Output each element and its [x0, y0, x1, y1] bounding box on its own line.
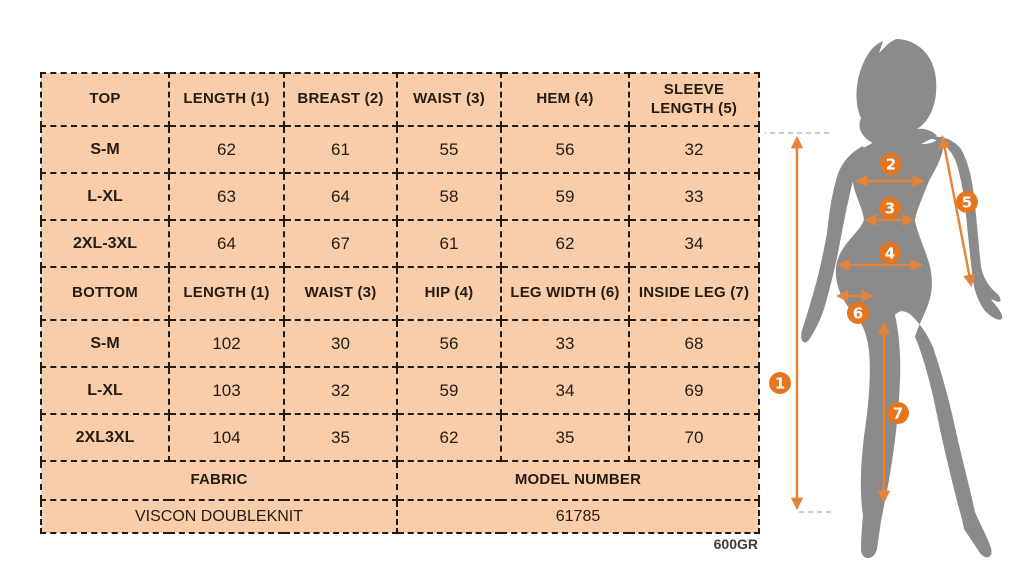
top-header-row: TOP LENGTH (1) BREAST (2) WAIST (3) HEM … — [40, 72, 760, 127]
svg-text:1: 1 — [775, 374, 785, 392]
col-header-top-waist: WAIST (3) — [396, 72, 502, 127]
bottom-row-lxl: L-XL 103 32 59 34 69 — [40, 366, 760, 415]
bottom-row-sm: S-M 102 30 56 33 68 — [40, 319, 760, 368]
badge-6: 6 — [847, 302, 869, 324]
col-header-bottom-inside-leg: INSIDE LEG (7) — [628, 266, 760, 321]
guide-dashes — [765, 132, 835, 513]
cell-value: 62 — [396, 413, 502, 462]
cell-value: 69 — [628, 366, 760, 415]
cell-value: 102 — [168, 319, 285, 368]
svg-text:2: 2 — [886, 155, 896, 173]
cell-value: 30 — [283, 319, 398, 368]
badge-5: 5 — [956, 191, 978, 213]
col-header-top-hem: HEM (4) — [500, 72, 630, 127]
size-label: L-XL — [40, 366, 170, 415]
col-header-top-breast: BREAST (2) — [283, 72, 398, 127]
cell-value: 61 — [396, 219, 502, 268]
cell-value: 62 — [168, 125, 285, 174]
fabric-value: VISCON DOUBLEKNIT — [40, 499, 398, 534]
cell-value: 32 — [628, 125, 760, 174]
size-label: 2XL-3XL — [40, 219, 170, 268]
cell-value: 35 — [283, 413, 398, 462]
cell-value: 64 — [168, 219, 285, 268]
cell-value: 32 — [283, 366, 398, 415]
svg-text:7: 7 — [893, 404, 903, 422]
col-header-bottom-leg-width: LEG WIDTH (6) — [500, 266, 630, 321]
cell-value: 103 — [168, 366, 285, 415]
measurement-diagram: 1 2 3 4 5 6 7 — [765, 39, 1003, 559]
cell-value: 34 — [628, 219, 760, 268]
size-label: S-M — [40, 125, 170, 174]
col-header-bottom-hip: HIP (4) — [396, 266, 502, 321]
col-header-bottom-length: LENGTH (1) — [168, 266, 285, 321]
cell-value: 68 — [628, 319, 760, 368]
cell-value: 104 — [168, 413, 285, 462]
svg-text:4: 4 — [885, 244, 895, 262]
weight-note: 600GR — [713, 536, 758, 552]
svg-text:5: 5 — [962, 193, 972, 211]
cell-value: 56 — [396, 319, 502, 368]
cell-value: 70 — [628, 413, 760, 462]
col-header-bottom-waist: WAIST (3) — [283, 266, 398, 321]
col-header-bottom: BOTTOM — [40, 266, 170, 321]
cell-value: 35 — [500, 413, 630, 462]
size-label: S-M — [40, 319, 170, 368]
svg-text:6: 6 — [853, 304, 863, 322]
bottom-row-2xl3xl: 2XL3XL 104 35 62 35 70 — [40, 413, 760, 462]
size-label: 2XL3XL — [40, 413, 170, 462]
cell-value: 59 — [396, 366, 502, 415]
cell-value: 55 — [396, 125, 502, 174]
cell-value: 64 — [283, 172, 398, 221]
badge-4: 4 — [879, 242, 901, 264]
model-number-value: 61785 — [396, 499, 760, 534]
badge-2: 2 — [880, 153, 902, 175]
cell-value: 59 — [500, 172, 630, 221]
cell-value: 58 — [396, 172, 502, 221]
arrow-sleeve — [938, 135, 976, 288]
cell-value: 62 — [500, 219, 630, 268]
footer-header-row: FABRIC MODEL NUMBER — [40, 460, 760, 501]
badge-3: 3 — [879, 197, 901, 219]
cell-value: 56 — [500, 125, 630, 174]
measurement-arrows — [790, 135, 976, 511]
cell-value: 67 — [283, 219, 398, 268]
cell-value: 33 — [628, 172, 760, 221]
col-header-top-length: LENGTH (1) — [168, 72, 285, 127]
badge-1: 1 — [769, 372, 791, 394]
col-header-top-sleeve-length: SLEEVE LENGTH (5) — [628, 72, 760, 127]
svg-text:3: 3 — [885, 199, 895, 217]
cell-value: 61 — [283, 125, 398, 174]
fabric-header: FABRIC — [40, 460, 398, 501]
top-row-sm: S-M 62 61 55 56 32 — [40, 125, 760, 174]
model-number-header: MODEL NUMBER — [396, 460, 760, 501]
measurement-badges: 1 2 3 4 5 6 7 — [769, 153, 978, 424]
cell-value: 33 — [500, 319, 630, 368]
footer-value-row: VISCON DOUBLEKNIT 61785 — [40, 499, 760, 534]
size-table: TOP LENGTH (1) BREAST (2) WAIST (3) HEM … — [40, 72, 760, 534]
top-row-lxl: L-XL 63 64 58 59 33 — [40, 172, 760, 221]
badge-7: 7 — [887, 402, 909, 424]
cell-value: 63 — [168, 172, 285, 221]
female-body-silhouette-icon — [801, 39, 1003, 559]
col-header-top: TOP — [40, 72, 170, 127]
bottom-header-row: BOTTOM LENGTH (1) WAIST (3) HIP (4) LEG … — [40, 266, 760, 321]
cell-value: 34 — [500, 366, 630, 415]
size-label: L-XL — [40, 172, 170, 221]
top-row-2xl3xl: 2XL-3XL 64 67 61 62 34 — [40, 219, 760, 268]
